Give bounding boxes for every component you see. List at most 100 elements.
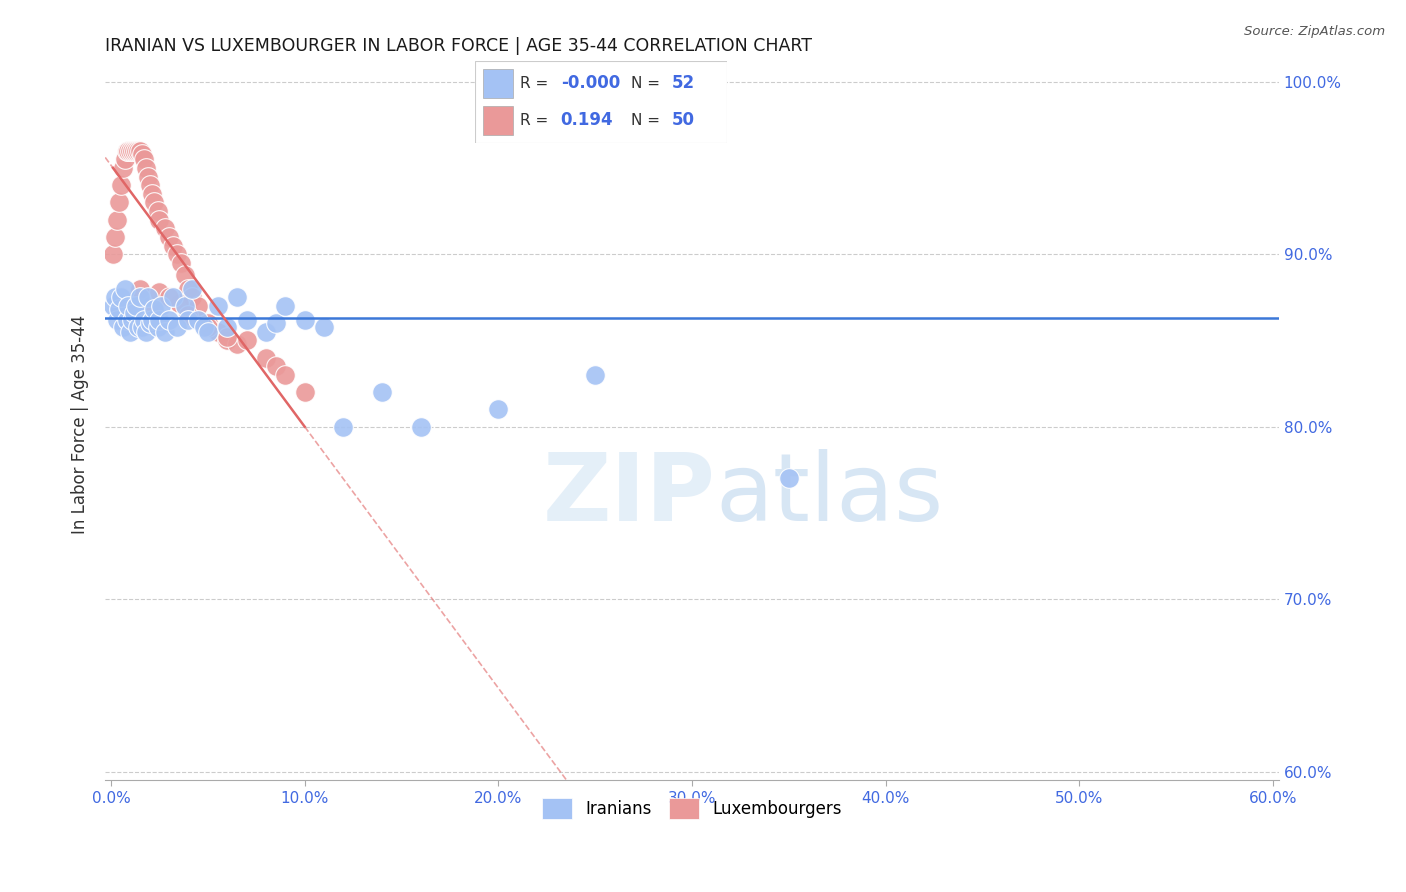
- Point: [115, 144, 138, 158]
- Point: [170, 256, 193, 270]
- Point: [148, 285, 170, 300]
- Legend: Iranians, Luxembourgers: Iranians, Luxembourgers: [536, 792, 848, 825]
- Point: [125, 299, 148, 313]
- Point: [120, 144, 142, 158]
- Point: [254, 325, 277, 339]
- Text: Source: ZipAtlas.com: Source: ZipAtlas.com: [1244, 25, 1385, 38]
- Point: [177, 282, 200, 296]
- Point: [122, 144, 145, 158]
- Text: IRANIAN VS LUXEMBOURGER IN LABOR FORCE | AGE 35-44 CORRELATION CHART: IRANIAN VS LUXEMBOURGER IN LABOR FORCE |…: [105, 37, 813, 55]
- Point: [187, 313, 209, 327]
- Point: [332, 419, 354, 434]
- Point: [104, 230, 127, 244]
- Point: [157, 313, 180, 327]
- Point: [217, 334, 239, 348]
- Point: [114, 153, 136, 167]
- Point: [778, 471, 800, 485]
- Point: [177, 308, 200, 322]
- Point: [150, 299, 173, 313]
- Point: [235, 334, 257, 348]
- Point: [120, 325, 142, 339]
- Point: [141, 186, 163, 201]
- Point: [148, 212, 170, 227]
- Point: [162, 290, 184, 304]
- Point: [105, 212, 128, 227]
- Point: [155, 325, 177, 339]
- Point: [207, 299, 229, 313]
- Point: [312, 319, 335, 334]
- Point: [254, 351, 277, 365]
- Point: [101, 299, 124, 313]
- Point: [121, 144, 143, 158]
- Point: [197, 316, 219, 330]
- Point: [197, 325, 219, 339]
- Point: [155, 221, 177, 235]
- Point: [146, 319, 169, 334]
- Point: [107, 195, 129, 210]
- Point: [217, 319, 239, 334]
- Point: [111, 319, 134, 334]
- Point: [162, 238, 184, 252]
- Point: [139, 316, 162, 330]
- Point: [148, 313, 170, 327]
- Point: [110, 290, 132, 304]
- Point: [157, 230, 180, 244]
- Point: [181, 290, 204, 304]
- Point: [371, 385, 394, 400]
- Point: [173, 268, 195, 282]
- Point: [166, 247, 188, 261]
- Point: [217, 330, 239, 344]
- Point: [125, 144, 148, 158]
- Point: [142, 195, 165, 210]
- Point: [197, 319, 219, 334]
- Point: [193, 319, 215, 334]
- Point: [135, 161, 157, 175]
- Point: [173, 299, 195, 313]
- Point: [235, 313, 257, 327]
- Point: [177, 313, 200, 327]
- Point: [114, 282, 136, 296]
- Point: [110, 178, 132, 193]
- Point: [131, 147, 153, 161]
- Point: [139, 178, 162, 193]
- Point: [111, 161, 134, 175]
- Point: [141, 313, 163, 327]
- Point: [132, 153, 155, 167]
- Point: [127, 144, 149, 158]
- Point: [226, 337, 249, 351]
- Point: [142, 302, 165, 317]
- Point: [207, 325, 229, 339]
- Point: [181, 282, 204, 296]
- Point: [132, 313, 155, 327]
- Point: [117, 299, 139, 313]
- Point: [129, 144, 152, 158]
- Point: [117, 144, 139, 158]
- Point: [274, 368, 297, 382]
- Point: [294, 313, 316, 327]
- Point: [122, 306, 145, 320]
- Point: [166, 319, 188, 334]
- Text: ZIP: ZIP: [543, 450, 716, 541]
- Point: [226, 290, 249, 304]
- Point: [127, 319, 149, 334]
- Point: [121, 313, 143, 327]
- Point: [105, 313, 128, 327]
- Point: [135, 325, 157, 339]
- Point: [129, 282, 152, 296]
- Point: [294, 385, 316, 400]
- Point: [583, 368, 606, 382]
- Point: [167, 295, 190, 310]
- Point: [274, 299, 297, 313]
- Point: [107, 302, 129, 317]
- Point: [409, 419, 432, 434]
- Point: [136, 169, 159, 184]
- Point: [139, 299, 162, 313]
- Point: [129, 290, 152, 304]
- Point: [115, 313, 138, 327]
- Point: [131, 319, 153, 334]
- Point: [486, 402, 509, 417]
- Point: [157, 290, 180, 304]
- Point: [187, 299, 209, 313]
- Point: [146, 204, 169, 219]
- Point: [101, 247, 124, 261]
